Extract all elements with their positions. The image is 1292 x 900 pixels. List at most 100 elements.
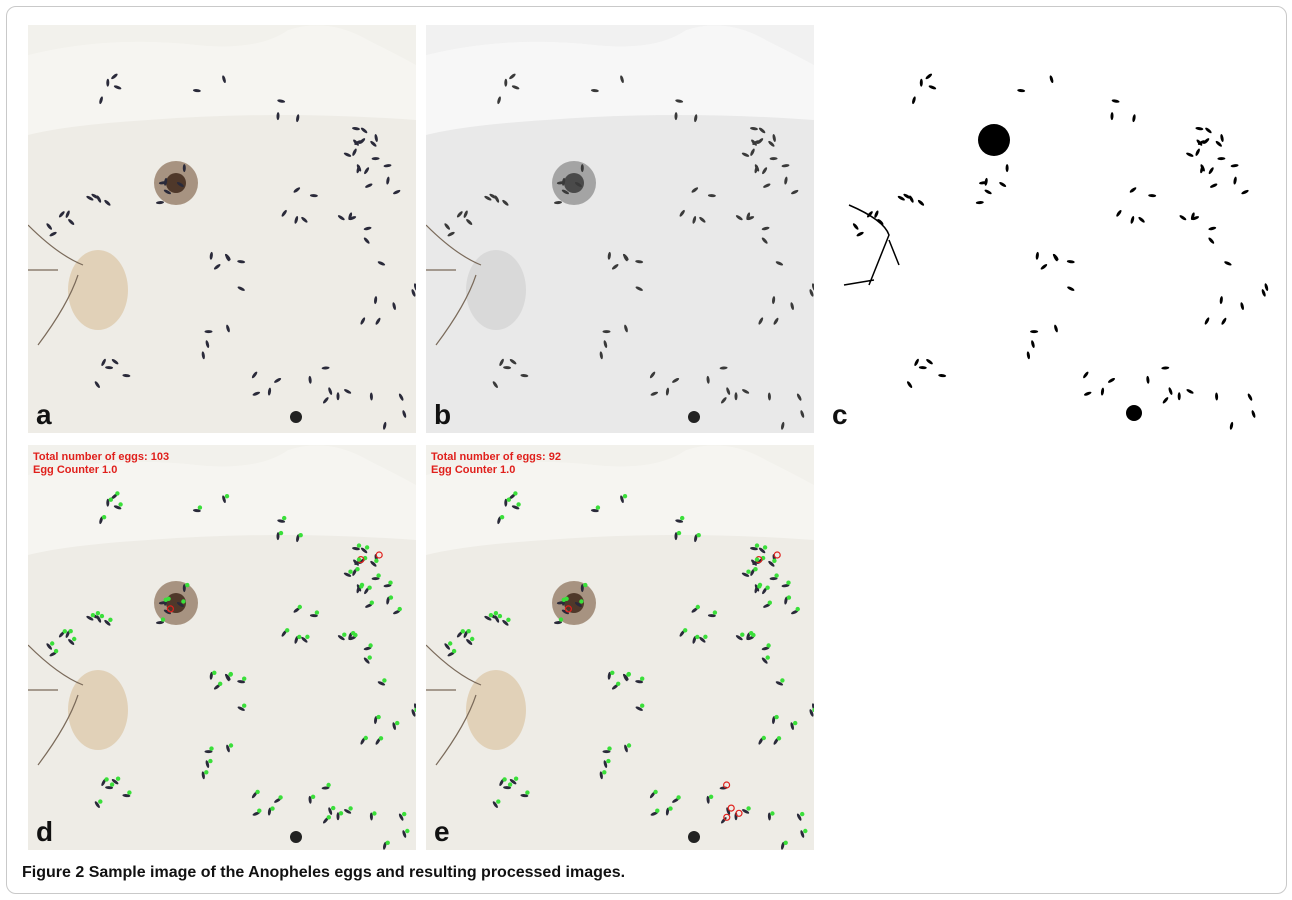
egg-9 — [163, 177, 168, 186]
panel-a-color-photo: a — [28, 25, 416, 433]
egg-81 — [46, 223, 53, 230]
egg-34 — [707, 194, 716, 198]
stain — [68, 250, 128, 330]
egg-23 — [343, 572, 352, 577]
green-marker-54 — [761, 735, 766, 741]
egg-35 — [281, 209, 287, 217]
green-marker-23 — [348, 569, 353, 574]
binary-egg-14 — [877, 219, 884, 225]
egg-80 — [447, 651, 455, 657]
green-marker-51 — [749, 631, 754, 636]
green-marker-29 — [786, 580, 791, 585]
egg-78 — [222, 495, 226, 504]
green-marker-78 — [622, 494, 628, 499]
binary-blob-small — [1126, 405, 1142, 421]
binary-egg-48 — [1208, 237, 1215, 244]
egg-62 — [734, 392, 738, 401]
egg-81 — [444, 643, 451, 650]
egg-47 — [761, 646, 770, 651]
egg-23 — [343, 152, 352, 157]
red-marker-20 — [375, 551, 383, 559]
green-marker-72 — [402, 811, 407, 817]
egg-83 — [463, 210, 468, 218]
green-marker-77 — [696, 533, 701, 538]
egg-73 — [383, 421, 387, 430]
egg-24 — [763, 603, 771, 608]
green-marker-68 — [127, 790, 132, 795]
egg-53 — [392, 722, 396, 730]
green-marker-60 — [326, 782, 331, 788]
binary-egg-23 — [1186, 152, 1194, 157]
binary-egg-36 — [1138, 216, 1145, 223]
green-marker-52 — [376, 714, 381, 720]
egg-78 — [222, 75, 226, 84]
green-marker-17 — [762, 545, 768, 550]
egg-70 — [94, 801, 100, 808]
green-marker-24 — [767, 600, 772, 605]
egg-4 — [580, 584, 584, 593]
dark-clump-core — [564, 593, 584, 613]
binary-blob-large — [978, 124, 1010, 156]
binary-egg-13 — [909, 195, 914, 203]
egg-4 — [182, 164, 186, 173]
egg-79 — [590, 89, 599, 93]
egg-85 — [811, 283, 814, 291]
egg-55 — [375, 317, 381, 325]
egg-22 — [353, 139, 359, 146]
egg-57 — [649, 371, 656, 379]
egg-7 — [554, 621, 562, 625]
egg-63 — [720, 397, 727, 404]
green-marker-73 — [385, 840, 390, 845]
egg-3 — [509, 73, 516, 80]
egg-59 — [672, 377, 680, 383]
panel-c-binary: c — [824, 25, 1282, 433]
green-marker-28 — [765, 585, 770, 590]
binary-egg-31 — [1217, 157, 1226, 161]
green-marker-67 — [507, 782, 513, 787]
green-marker-76 — [282, 515, 287, 521]
panel-letter-a: a — [36, 399, 52, 430]
green-marker-30 — [757, 584, 762, 589]
binary-egg-83 — [874, 210, 879, 218]
green-marker-34 — [314, 610, 320, 615]
binary-egg-69 — [914, 358, 919, 367]
egg-54 — [360, 317, 366, 325]
egg-46 — [599, 351, 603, 360]
egg-67 — [503, 366, 512, 370]
egg-84 — [411, 289, 416, 297]
egg-30 — [754, 585, 759, 594]
egg-41 — [623, 253, 628, 262]
egg-7 — [156, 201, 164, 205]
egg-41 — [623, 673, 628, 682]
green-marker-29 — [388, 580, 393, 585]
egg-32 — [294, 216, 299, 224]
egg-52 — [374, 296, 378, 305]
egg-14 — [68, 219, 75, 225]
egg-18 — [352, 126, 360, 131]
egg-48 — [363, 657, 370, 664]
green-marker-56 — [655, 808, 660, 813]
egg-2 — [99, 96, 103, 105]
egg-75 — [276, 112, 280, 121]
egg-82 — [456, 211, 463, 218]
binary-egg-86 — [1224, 261, 1232, 266]
green-marker-37 — [640, 676, 645, 681]
binary-egg-53 — [1240, 302, 1244, 310]
binary-egg-18 — [1195, 126, 1204, 131]
egg-44 — [226, 324, 230, 333]
egg-51 — [746, 632, 751, 641]
egg-19 — [750, 148, 755, 156]
green-marker-69 — [502, 777, 507, 782]
green-marker-66 — [513, 776, 519, 781]
egg-79 — [590, 509, 599, 513]
binary-egg-54 — [1204, 317, 1210, 325]
binary-egg-10 — [903, 193, 911, 199]
binary-background — [824, 25, 1282, 433]
green-marker-53 — [395, 720, 400, 726]
green-marker-14 — [470, 636, 475, 642]
green-marker-74 — [770, 811, 775, 816]
egg-85 — [811, 703, 814, 711]
egg-50 — [735, 215, 743, 221]
egg-counter-version-e: Egg Counter 1.0 — [431, 464, 516, 476]
egg-31 — [769, 577, 778, 581]
